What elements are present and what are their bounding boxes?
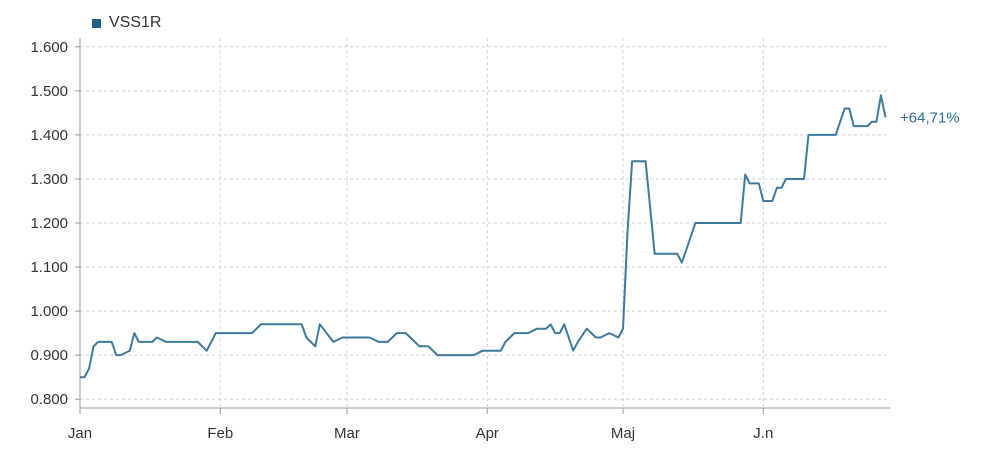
legend-label: VSS1R [109,14,162,31]
y-tick-label: 1.500 [30,83,68,100]
x-tick-label: J.n [753,425,773,442]
x-tick-label: Maj [611,425,635,442]
y-tick-label: 1.100 [30,259,68,276]
x-tick-label: Mar [334,425,360,442]
end-label-layer: +64,71% [900,109,960,126]
y-tick-label: 0.800 [30,391,68,408]
y-tick-label: 0.900 [30,347,68,364]
grid-lines [79,38,890,408]
x-tick-label: Feb [207,425,233,442]
y-tick-label: 1.300 [30,171,68,188]
y-tick-label: 1.400 [30,127,68,144]
y-tick-label: 1.600 [30,39,68,56]
legend-swatch [92,18,101,28]
x-axis-tick-labels: Jan Feb Mar Apr Maj J.n [68,425,773,442]
x-tick-label: Jan [68,425,92,442]
y-tick-label: 1.200 [30,215,68,232]
series-line-vss1r [80,94,887,379]
x-tick-label: Apr [476,425,499,442]
series-layer [80,94,887,379]
axes [75,38,890,414]
end-change-label: +64,71% [900,109,960,126]
y-tick-label: 1.000 [30,303,68,320]
legend: VSS1R [92,14,161,32]
y-axis-tick-labels: 0.800 0.900 1.000 1.100 1.200 1.300 1.400 1.500… [30,39,68,408]
